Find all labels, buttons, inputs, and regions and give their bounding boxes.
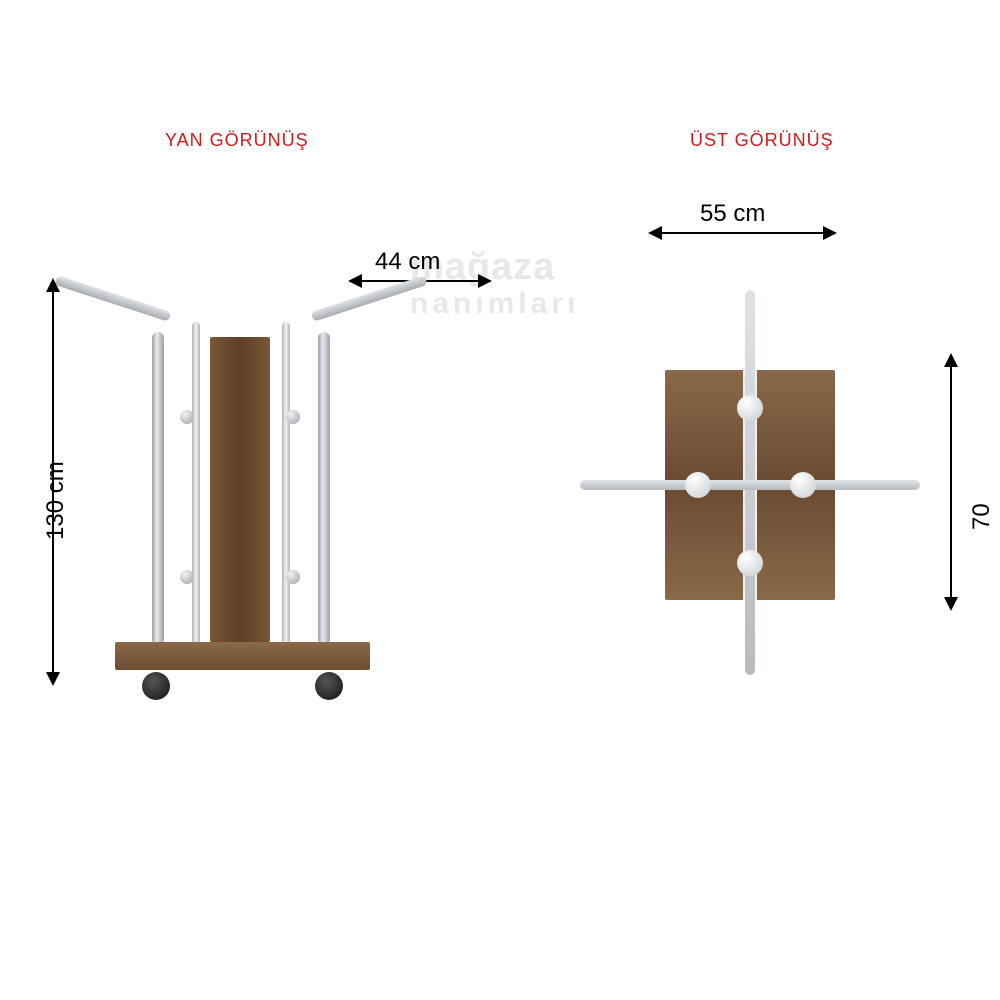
side-base-board <box>115 642 370 670</box>
side-knob-4 <box>286 570 300 584</box>
top-depth-dim-label: 70 cm <box>968 498 1000 530</box>
top-width-dim-line <box>655 232 830 234</box>
side-view-title: YAN GÖRÜNÜŞ <box>165 130 309 151</box>
top-knob-right <box>790 472 816 498</box>
top-arm-horizontal <box>580 480 920 490</box>
side-knob-2 <box>286 410 300 424</box>
side-arm-left <box>54 275 171 322</box>
side-post-inner-right <box>282 322 290 642</box>
side-wood-panel <box>210 337 270 642</box>
height-dim-arrow-down-icon <box>46 672 60 686</box>
side-post-right <box>318 332 330 642</box>
side-arm-right <box>310 275 427 322</box>
side-knob-1 <box>180 410 194 424</box>
top-view-figure <box>590 300 970 680</box>
side-view-figure <box>60 270 480 700</box>
side-wheel-right <box>315 672 343 700</box>
side-knob-3 <box>180 570 194 584</box>
top-knob-up <box>737 395 763 421</box>
depth-dim-arrow-right-icon <box>478 274 492 288</box>
top-knob-left <box>685 472 711 498</box>
side-wheel-left <box>142 672 170 700</box>
side-post-inner-left <box>192 322 200 642</box>
top-width-arrow-right-icon <box>823 226 837 240</box>
top-width-arrow-left-icon <box>648 226 662 240</box>
side-post-left <box>152 332 164 642</box>
top-knob-down <box>737 550 763 576</box>
top-width-dim-label: 55 cm <box>700 200 765 228</box>
top-view-title: ÜST GÖRÜNÜŞ <box>690 130 834 151</box>
